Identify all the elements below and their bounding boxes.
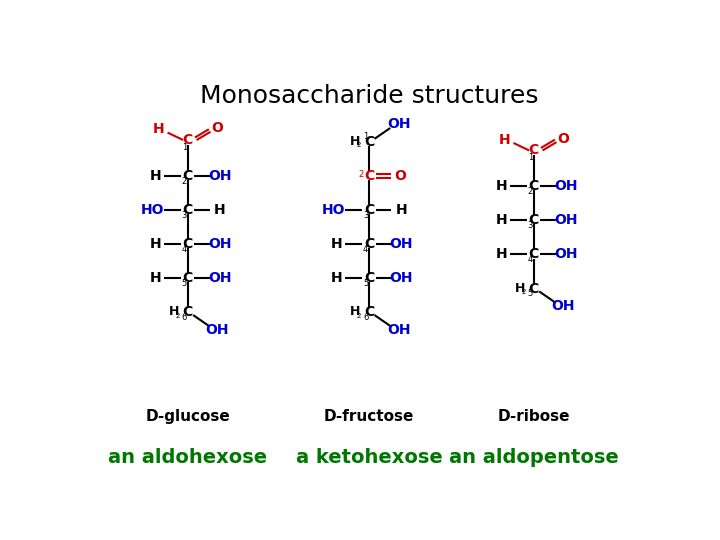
Text: C: C bbox=[183, 169, 193, 183]
Text: H: H bbox=[495, 213, 507, 227]
Text: 2: 2 bbox=[359, 170, 364, 179]
Text: Monosaccharide structures: Monosaccharide structures bbox=[199, 84, 539, 107]
Text: a ketohexose: a ketohexose bbox=[296, 448, 442, 467]
Text: an aldohexose: an aldohexose bbox=[108, 448, 267, 467]
Text: D-glucose: D-glucose bbox=[145, 409, 230, 424]
Text: H: H bbox=[495, 247, 507, 261]
Text: OH: OH bbox=[205, 323, 229, 337]
Text: HO: HO bbox=[140, 203, 164, 217]
Text: 2: 2 bbox=[521, 289, 526, 295]
Text: O: O bbox=[557, 132, 569, 146]
Text: O: O bbox=[394, 169, 405, 183]
Text: OH: OH bbox=[554, 179, 577, 193]
Text: C: C bbox=[364, 271, 374, 285]
Text: C: C bbox=[183, 271, 193, 285]
Text: 6: 6 bbox=[181, 313, 187, 322]
Text: C: C bbox=[183, 203, 193, 217]
Text: 3: 3 bbox=[181, 211, 187, 220]
Text: 3: 3 bbox=[363, 211, 369, 220]
Text: an aldopentose: an aldopentose bbox=[449, 448, 618, 467]
Text: C: C bbox=[364, 169, 374, 183]
Text: OH: OH bbox=[552, 299, 575, 313]
Text: H: H bbox=[395, 203, 408, 217]
Text: OH: OH bbox=[554, 213, 577, 227]
Text: O: O bbox=[211, 122, 223, 136]
Text: C: C bbox=[183, 237, 193, 251]
Text: OH: OH bbox=[390, 271, 413, 285]
Text: OH: OH bbox=[387, 323, 410, 337]
Text: C: C bbox=[364, 305, 374, 319]
Text: H: H bbox=[215, 203, 226, 217]
Text: H: H bbox=[330, 237, 343, 251]
Text: 2: 2 bbox=[181, 177, 187, 186]
Text: 5: 5 bbox=[181, 279, 187, 288]
Text: 5: 5 bbox=[363, 279, 368, 288]
Text: C: C bbox=[183, 305, 193, 319]
Text: 1: 1 bbox=[363, 132, 368, 141]
Text: 1: 1 bbox=[181, 143, 187, 152]
Text: 6: 6 bbox=[363, 313, 369, 322]
Text: H: H bbox=[330, 271, 343, 285]
Text: D-fructose: D-fructose bbox=[324, 409, 414, 424]
Text: 2: 2 bbox=[357, 313, 361, 319]
Text: C: C bbox=[528, 144, 539, 158]
Text: H: H bbox=[150, 271, 161, 285]
Text: C: C bbox=[183, 133, 193, 147]
Text: H: H bbox=[515, 281, 525, 295]
Text: OH: OH bbox=[554, 247, 577, 261]
Text: OH: OH bbox=[208, 271, 232, 285]
Text: H: H bbox=[495, 179, 507, 193]
Text: OH: OH bbox=[208, 169, 232, 183]
Text: H: H bbox=[150, 169, 161, 183]
Text: 2: 2 bbox=[528, 187, 533, 196]
Text: HO: HO bbox=[322, 203, 346, 217]
Text: H: H bbox=[150, 237, 161, 251]
Text: C: C bbox=[528, 179, 539, 193]
Text: 4: 4 bbox=[181, 245, 187, 254]
Text: OH: OH bbox=[390, 237, 413, 251]
Text: C: C bbox=[364, 237, 374, 251]
Text: OH: OH bbox=[208, 237, 232, 251]
Text: D-ribose: D-ribose bbox=[498, 409, 570, 424]
Text: C: C bbox=[528, 213, 539, 227]
Text: C: C bbox=[364, 203, 374, 217]
Text: C: C bbox=[528, 281, 539, 295]
Text: OH: OH bbox=[387, 117, 410, 131]
Text: 1: 1 bbox=[528, 153, 533, 162]
Text: C: C bbox=[528, 247, 539, 261]
Text: 3: 3 bbox=[528, 221, 533, 230]
Text: 5: 5 bbox=[528, 289, 533, 299]
Text: 2: 2 bbox=[357, 143, 361, 148]
Text: 4: 4 bbox=[528, 255, 533, 264]
Text: H: H bbox=[168, 305, 179, 318]
Text: C: C bbox=[364, 134, 374, 149]
Text: H: H bbox=[350, 135, 360, 148]
Text: H: H bbox=[350, 305, 360, 318]
Text: 2: 2 bbox=[176, 313, 180, 319]
Text: H: H bbox=[499, 133, 510, 147]
Text: 4: 4 bbox=[363, 245, 368, 254]
Text: H: H bbox=[153, 122, 164, 136]
